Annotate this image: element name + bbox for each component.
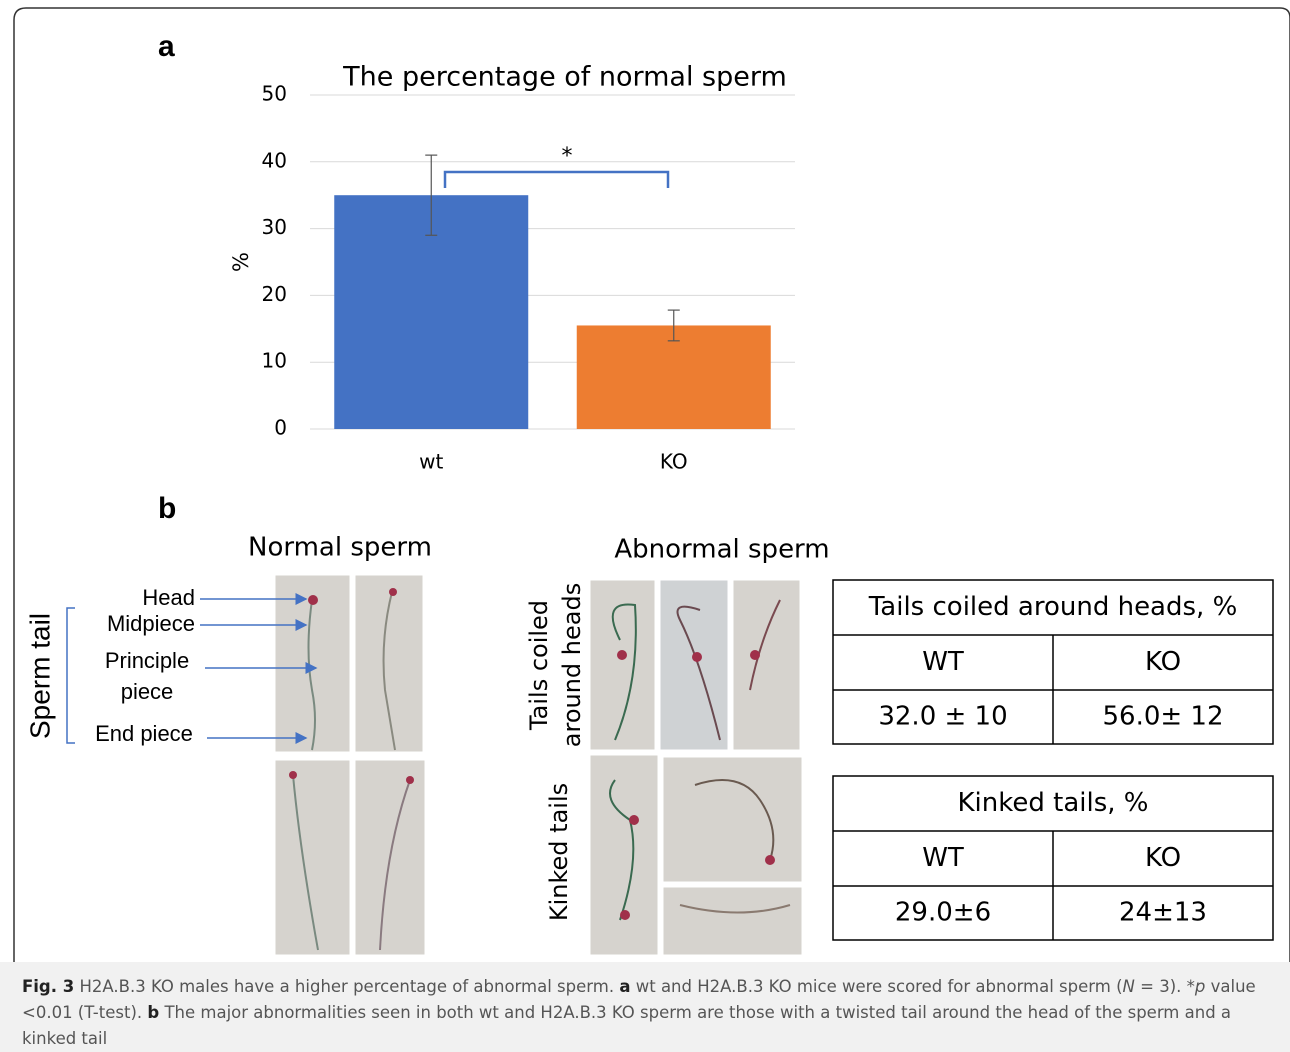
sperm-tail-label: Sperm tail (24, 613, 55, 739)
page: {"chart_data": {"type": "bar", "title": … (0, 0, 1290, 1052)
caption: Fig. 3 H2A.B.3 KO males have a higher pe… (0, 962, 1290, 1052)
tables: Tails coiled around heads, % WT 32.0 ± 10 K… (833, 580, 1273, 940)
caption-label: Fig. 3 (22, 977, 74, 996)
bar-chart: The percentage of normal sperm % * 0 10 20… (229, 62, 795, 474)
table-header: WT (922, 843, 964, 873)
micrograph (590, 755, 658, 955)
y-tick-label: 20 (262, 282, 287, 306)
y-tick-label: 0 (274, 416, 287, 440)
micrograph (275, 760, 350, 955)
micrograph (663, 887, 802, 955)
table-cell: 29.0±6 (895, 898, 991, 928)
y-axis-label: % (229, 252, 253, 272)
caption-text: wt and H2A.B.3 KO mice were scored for a… (636, 977, 1123, 996)
significance-bracket (445, 172, 668, 188)
caption-text: H2A.B.3 KO males have a higher percentag… (79, 977, 614, 996)
caption-text: p (1195, 977, 1205, 996)
x-tick-label: wt (419, 450, 443, 474)
caption-text: b (147, 1003, 159, 1022)
table-title: Tails coiled around heads, % (868, 592, 1238, 622)
table-cell: 32.0 ± 10 (878, 702, 1007, 732)
table-header: KO (1145, 647, 1181, 677)
part-label: End piece (95, 721, 193, 746)
part-label: Principle (105, 648, 189, 673)
tail-bracket (67, 608, 75, 743)
significance-mark: * (562, 144, 573, 169)
panel-label: a (158, 30, 175, 63)
micrograph (663, 757, 802, 882)
data-table: Tails coiled around heads, % WT 32.0 ± 10 K… (833, 580, 1273, 744)
part-label: Midpiece (107, 611, 195, 636)
row-label: Tails coiled (525, 600, 553, 731)
row-label: around heads (558, 583, 586, 747)
caption-text: N (1123, 977, 1135, 996)
table-cell: 24±13 (1119, 898, 1207, 928)
caption-text: = 3). * (1135, 977, 1195, 996)
caption-text: The major abnormalities seen in both wt … (22, 1003, 1231, 1048)
y-tick-label: 50 (262, 82, 287, 106)
row-label: Kinked tails (545, 783, 573, 921)
chart-title: The percentage of normal sperm (342, 62, 787, 93)
part-label: Head (142, 585, 195, 610)
x-tick-label: KO (660, 450, 688, 474)
figure: a b The percentage of normal sperm % * 0… (0, 0, 1290, 1052)
part-labels: Head Midpiece Principle piece End piece (95, 585, 195, 746)
data-table: Kinked tails, % WT 29.0±6 KO 24±13 (833, 776, 1273, 940)
table-cell: 56.0± 12 (1102, 702, 1223, 732)
y-tick-label: 40 (262, 148, 287, 172)
section-title: Abnormal sperm (614, 535, 829, 565)
micrograph (733, 580, 800, 750)
micrograph (660, 580, 728, 750)
table-header: WT (922, 647, 964, 677)
table-header: KO (1145, 843, 1181, 873)
y-tick-label: 10 (262, 349, 287, 373)
panel-label: b (158, 492, 176, 525)
y-tick-label: 30 (262, 215, 287, 239)
section-title: Normal sperm (248, 533, 432, 563)
table-title: Kinked tails, % (957, 788, 1148, 818)
caption-text: a (619, 977, 630, 996)
part-label: piece (121, 679, 174, 704)
